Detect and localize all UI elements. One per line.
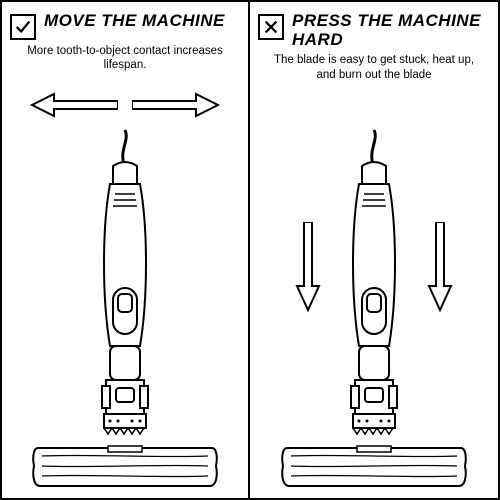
right-header: PRESS THE MACHINE HARD bbox=[258, 12, 490, 49]
tool-illustration bbox=[80, 128, 170, 458]
left-stage bbox=[10, 73, 240, 498]
horizontal-arrows bbox=[30, 91, 220, 119]
left-subtitle: More tooth-to-object contact increases l… bbox=[10, 44, 240, 73]
cross-icon bbox=[258, 14, 284, 40]
check-icon bbox=[10, 14, 36, 40]
right-panel: PRESS THE MACHINE HARD The blade is easy… bbox=[250, 2, 498, 498]
right-title: PRESS THE MACHINE HARD bbox=[292, 12, 490, 49]
arrow-right-icon bbox=[132, 91, 220, 119]
left-header: MOVE THE MACHINE bbox=[10, 12, 240, 40]
left-panel: MOVE THE MACHINE More tooth-to-object co… bbox=[2, 2, 250, 498]
right-stage bbox=[258, 82, 490, 498]
arrow-down-right-icon bbox=[426, 222, 454, 312]
wood-plank bbox=[30, 442, 220, 492]
right-subtitle: The blade is easy to get stuck, heat up,… bbox=[258, 53, 490, 82]
arrow-left-icon bbox=[30, 91, 118, 119]
tool-illustration bbox=[329, 128, 419, 458]
wood-plank bbox=[279, 442, 469, 492]
left-title: MOVE THE MACHINE bbox=[44, 12, 225, 31]
arrow-down-left-icon bbox=[294, 222, 322, 312]
